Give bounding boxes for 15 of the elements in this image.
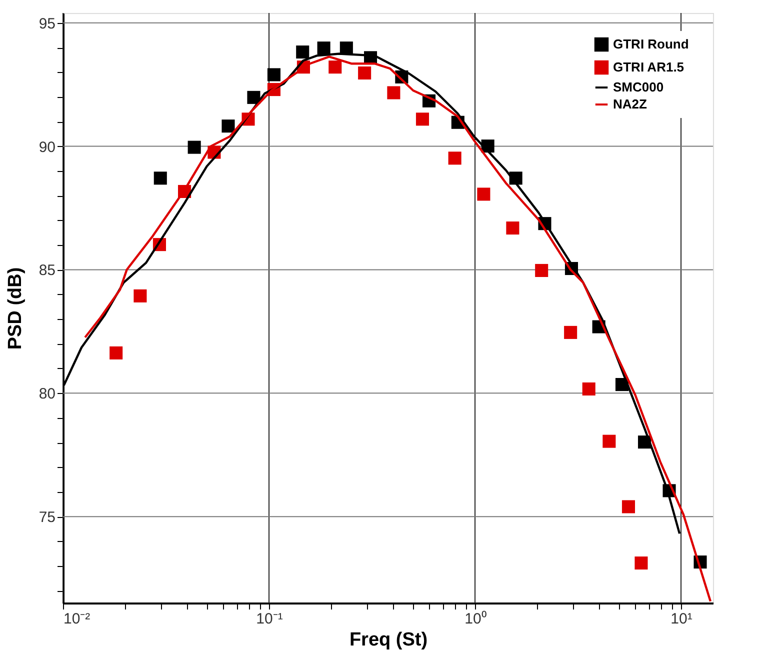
- y-tick-label: 85: [38, 262, 56, 280]
- x-axis-title: Freq (St): [349, 630, 428, 650]
- y-tick-label: 95: [38, 15, 56, 32]
- y-tick-label: 75: [38, 509, 56, 526]
- y-tick-label: 80: [38, 386, 56, 403]
- y-tick-label: 90: [38, 138, 56, 156]
- x-tick-label: 10⁻¹: [256, 610, 283, 628]
- legend-label: NA2Z: [613, 96, 648, 112]
- y-axis-title: PSD (dB): [4, 267, 26, 350]
- legend-label: GTRI AR1.5: [613, 60, 684, 74]
- x-tick-label: 10¹: [670, 610, 692, 628]
- legend-label: GTRI Round: [613, 36, 689, 52]
- legend-label: SMC000: [613, 80, 664, 94]
- x-tick-label: 10⁻²: [64, 610, 90, 628]
- x-tick-label: 10⁰: [464, 610, 486, 628]
